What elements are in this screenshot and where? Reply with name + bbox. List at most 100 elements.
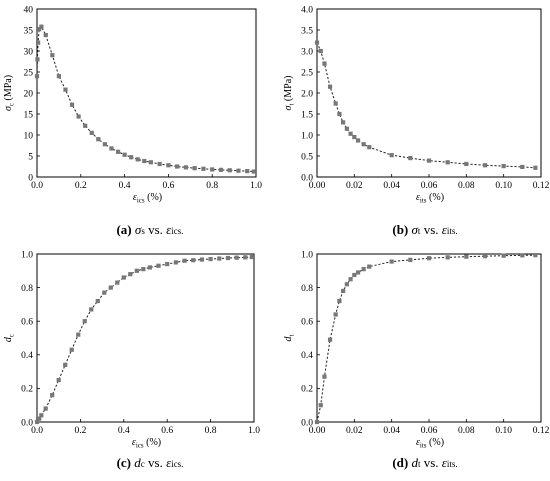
data-point-marker — [43, 406, 48, 411]
data-point-marker — [355, 138, 361, 143]
x-tick-label: 0.6 — [161, 426, 173, 436]
chart-panel-d: 0.00 0.02 0.04 0.06 0.08 0.10 0.12 0.0 0.2 0.4 0.6… — [283, 250, 550, 470]
data-point-marker — [34, 419, 40, 425]
y-tick-label: 0.0 — [301, 173, 313, 183]
data-point-marker — [37, 27, 42, 32]
data-point-marker — [314, 419, 320, 425]
data-point-marker — [408, 156, 413, 161]
data-point-marker — [344, 126, 349, 131]
data-point-marker — [173, 260, 178, 265]
data-point-marker — [115, 280, 120, 285]
data-point-marker — [361, 267, 366, 272]
data-point-marker — [445, 255, 450, 260]
data-point-marker — [192, 166, 197, 171]
data-point-marker — [37, 416, 42, 421]
data-point-marker — [76, 332, 81, 337]
y-tick-label: 35 — [24, 26, 34, 36]
y-tick-label: 4.0 — [301, 5, 313, 15]
y-tick-label: 25 — [24, 68, 34, 78]
chart-panel-b: 0.00 0.02 0.04 0.06 0.08 0.10 0.12 0.0 0.5 1.0 1.5… — [283, 5, 550, 237]
data-point-marker — [157, 161, 162, 167]
data-point-marker — [147, 265, 152, 270]
y-tick-label: 0.2 — [21, 385, 33, 395]
data-point-marker — [533, 253, 538, 258]
plot-frame — [36, 253, 255, 423]
y-tick-label: 1.0 — [301, 250, 313, 260]
series-line — [316, 42, 536, 169]
data-point-marker — [501, 253, 506, 258]
data-point-marker — [135, 157, 140, 162]
data-point-marker — [128, 272, 133, 277]
data-point-marker — [148, 160, 153, 165]
data-point-marker — [109, 146, 114, 151]
data-point-marker — [445, 160, 450, 165]
y-tick-label: 15 — [24, 110, 34, 120]
data-point-marker — [520, 164, 525, 170]
y-axis-title: dc — [3, 334, 16, 342]
data-point-marker — [69, 102, 75, 107]
data-point-marker — [218, 167, 224, 172]
y-tick-label: 20 — [24, 89, 34, 99]
y-tick-label: 0.2 — [301, 385, 313, 395]
x-tick-label: 0.06 — [421, 426, 438, 436]
chart-caption: (a) σs vs. εics. — [116, 222, 183, 237]
x-tick-label: 0.10 — [495, 181, 512, 191]
y-tick-label: 0.5 — [301, 152, 313, 162]
data-point-marker — [89, 307, 94, 312]
x-tick-label: 0.04 — [383, 426, 400, 436]
data-point-marker — [344, 282, 349, 287]
y-tick-label: 5 — [28, 152, 33, 162]
data-point-marker — [108, 285, 113, 290]
data-point-marker — [39, 413, 44, 418]
data-point-marker — [50, 393, 55, 398]
data-point-marker — [337, 298, 342, 304]
data-point-marker — [182, 258, 187, 263]
data-point-marker — [39, 24, 44, 29]
x-tick-label: 0.10 — [495, 426, 512, 436]
y-tick-label: 2.5 — [301, 68, 313, 78]
data-point-marker — [82, 319, 87, 324]
data-point-marker — [217, 256, 222, 261]
y-tick-label: 40 — [24, 5, 34, 15]
series-line — [36, 256, 252, 423]
series-line — [36, 25, 254, 173]
data-point-marker — [63, 87, 68, 92]
data-point-marker — [63, 362, 68, 367]
x-tick-label: 0.6 — [162, 181, 174, 191]
data-point-marker — [322, 374, 327, 379]
x-tick-label: 0.08 — [458, 426, 475, 436]
data-point-marker — [210, 167, 215, 172]
x-axis-title: εics (%) — [133, 192, 162, 205]
data-point-marker — [333, 312, 338, 317]
data-point-marker — [43, 32, 48, 38]
y-tick-label: 10 — [24, 131, 34, 141]
data-point-marker — [227, 168, 232, 173]
x-tick-label: 0.8 — [206, 181, 218, 191]
x-tick-label: 0.00 — [309, 181, 326, 191]
y-tick-label: 2.0 — [301, 89, 313, 99]
x-tick-label: 0.2 — [74, 426, 86, 436]
data-point-marker — [96, 137, 101, 142]
y-tick-label: 0.8 — [301, 284, 313, 294]
y-tick-label: 0.6 — [21, 318, 33, 328]
data-point-marker — [56, 74, 61, 79]
data-point-marker — [95, 298, 100, 304]
x-tick-label: 0.02 — [346, 181, 363, 191]
plot-frame — [316, 8, 542, 178]
data-point-marker — [251, 169, 256, 174]
data-point-marker — [121, 275, 126, 280]
data-point-marker — [327, 337, 333, 342]
data-point-marker — [341, 120, 346, 125]
data-point-marker — [208, 256, 213, 262]
y-tick-label: 3.0 — [301, 47, 313, 57]
data-point-marker — [236, 168, 241, 173]
data-point-marker — [34, 74, 40, 79]
data-point-marker — [367, 264, 372, 269]
data-point-marker — [426, 158, 432, 163]
y-tick-label: 0.0 — [301, 418, 313, 428]
y-tick-label: 0 — [28, 173, 33, 183]
data-point-marker — [76, 114, 81, 119]
data-point-marker — [225, 255, 231, 261]
data-point-marker — [348, 131, 353, 136]
